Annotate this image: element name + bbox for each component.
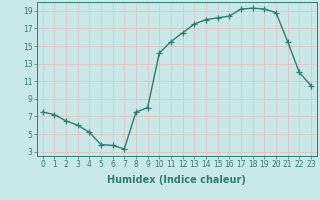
X-axis label: Humidex (Indice chaleur): Humidex (Indice chaleur) <box>108 175 246 185</box>
